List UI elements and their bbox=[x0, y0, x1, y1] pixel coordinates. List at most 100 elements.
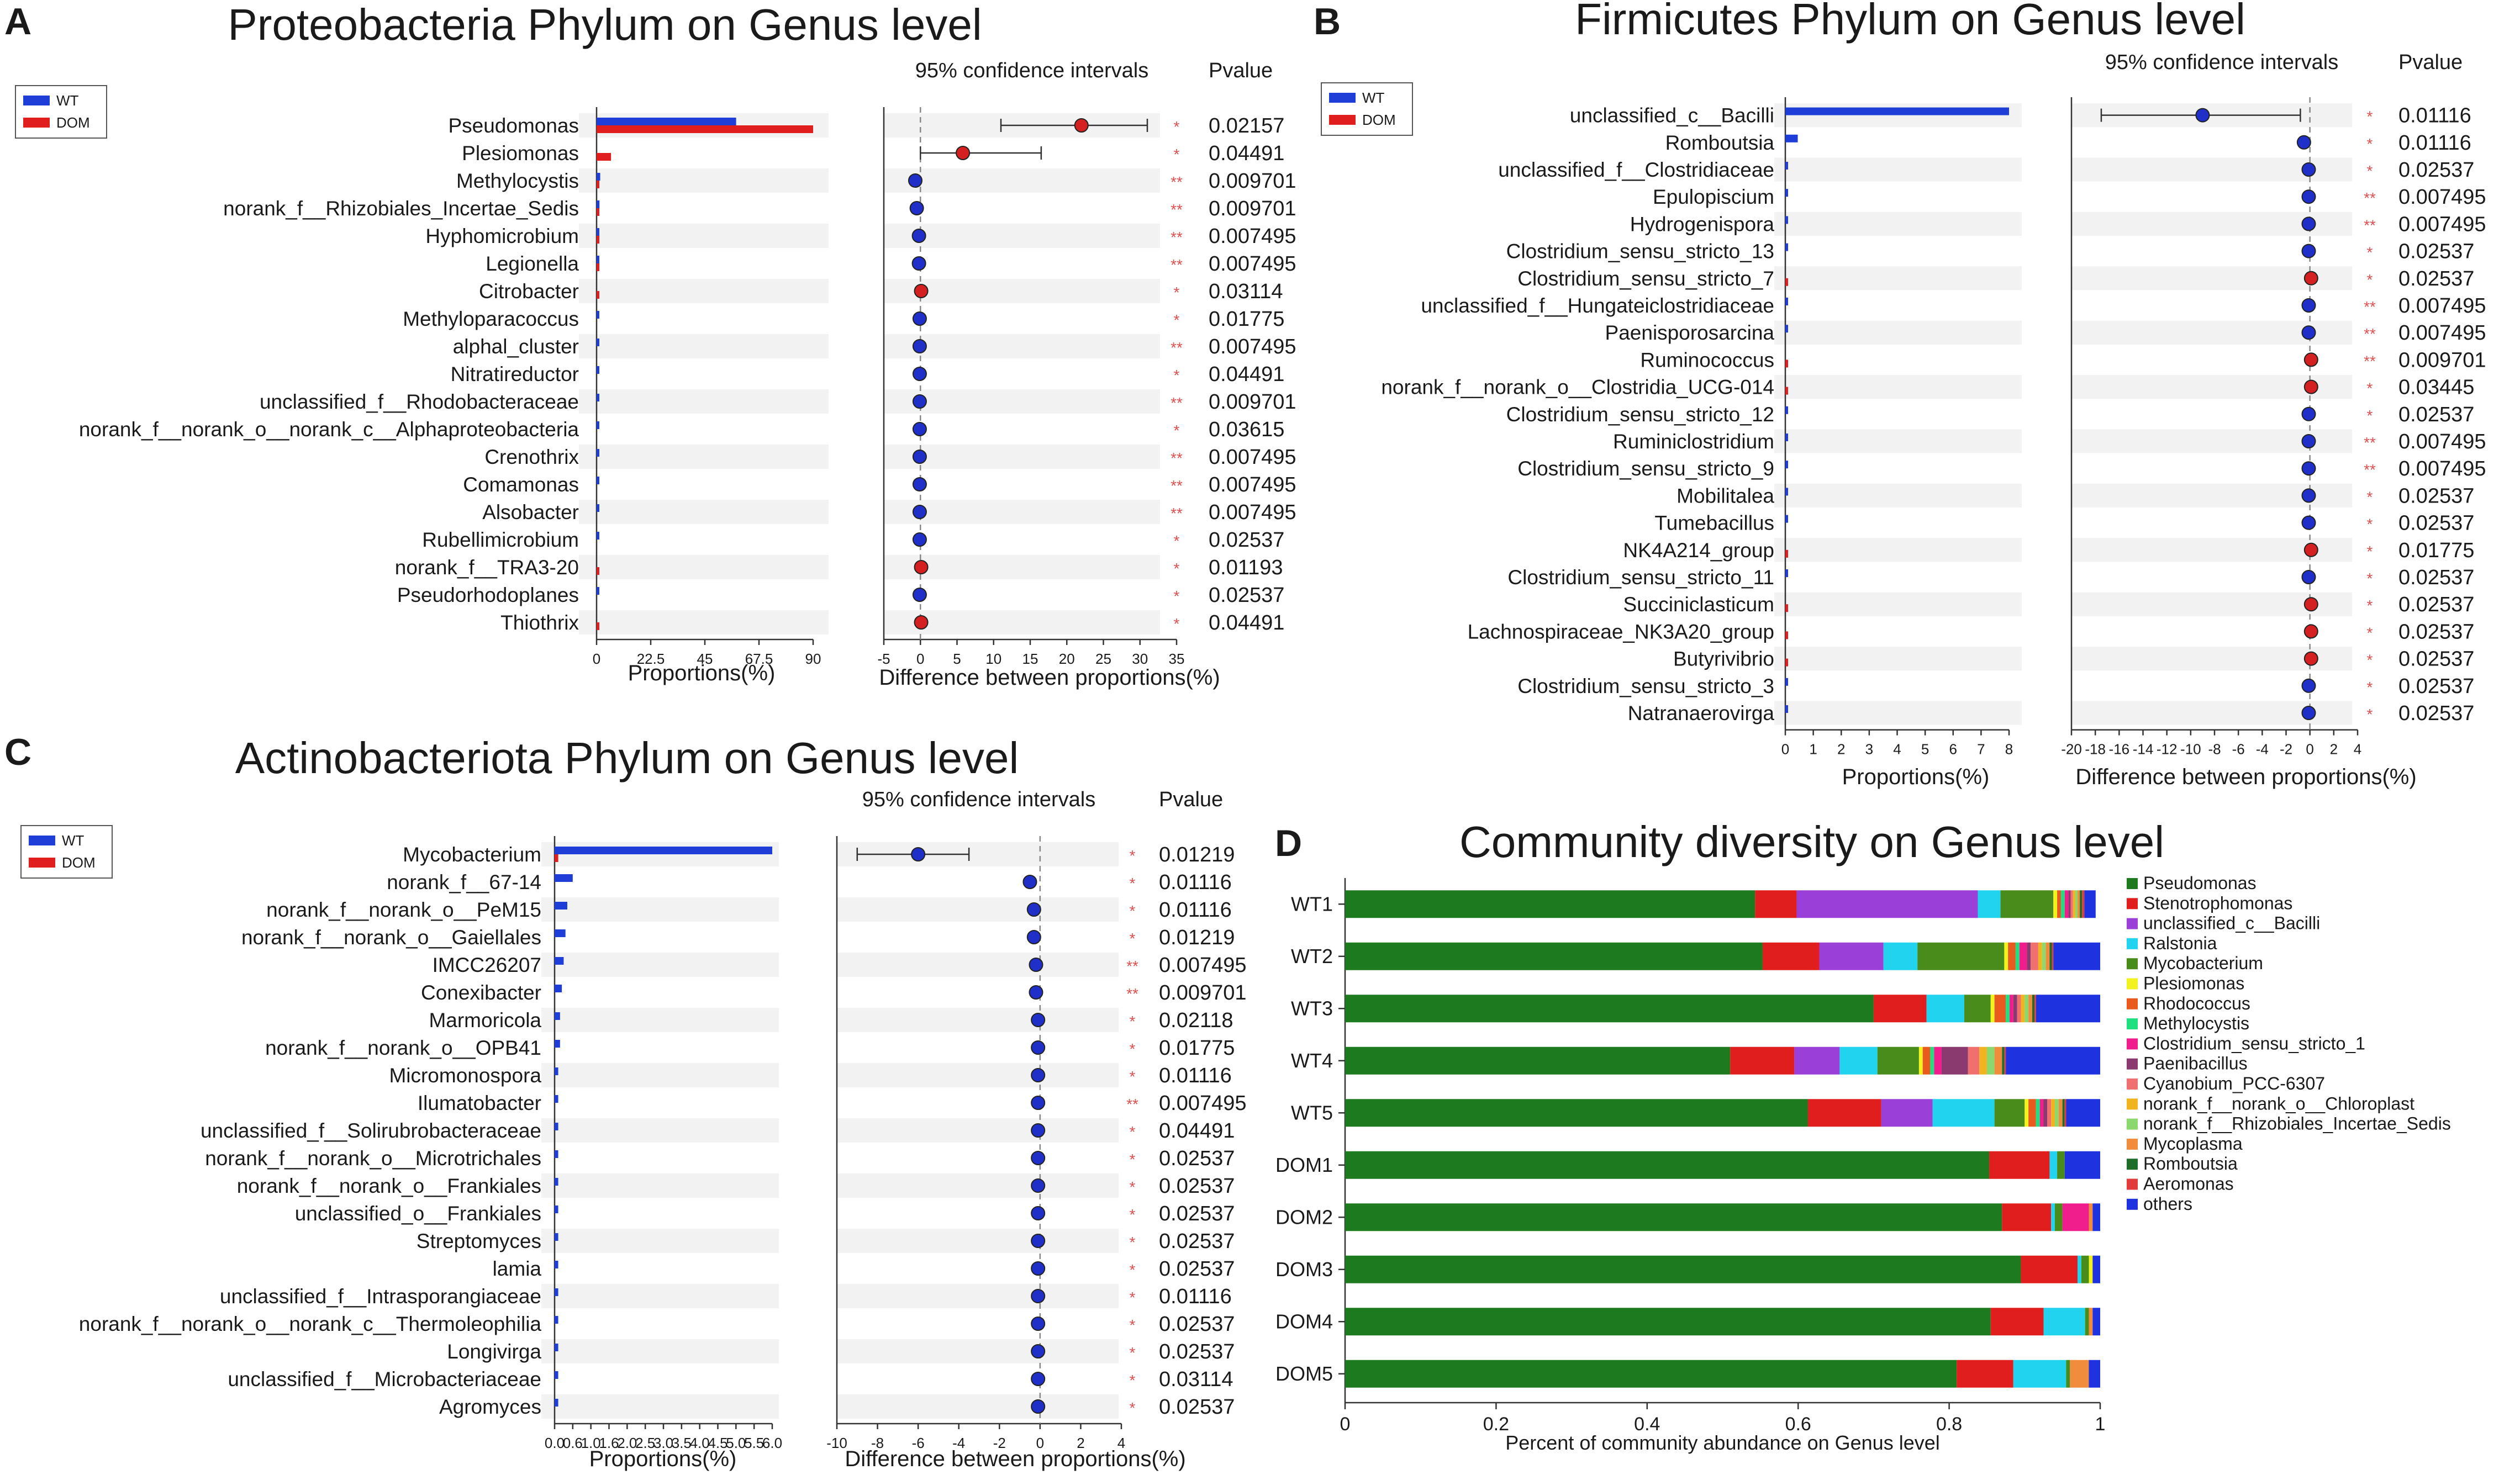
diff-tick-label: -4 bbox=[952, 1435, 965, 1451]
significance-stars: * bbox=[1130, 1206, 1136, 1223]
sample-row: DOM1 bbox=[1275, 1151, 2100, 1179]
stack-segment-others bbox=[2092, 1203, 2100, 1231]
genus-row: Pseudomonas * 0.02157 bbox=[448, 114, 1284, 138]
significance-stars: * bbox=[1130, 1040, 1136, 1058]
diff-point bbox=[2303, 352, 2318, 367]
diff-tick-label: 25 bbox=[1095, 651, 1111, 667]
genus-label: Clostridium_sensu_stricto_12 bbox=[1506, 403, 1774, 426]
diff-tick-label: -20 bbox=[2061, 741, 2082, 758]
legend-label: Plesiomonas bbox=[2143, 974, 2244, 993]
stack-segment-rhodococcus bbox=[2028, 1099, 2036, 1127]
diff-point bbox=[2301, 434, 2316, 448]
sample-label: DOM2 bbox=[1275, 1206, 1333, 1228]
diff-point bbox=[2301, 678, 2316, 693]
stack-segment-norank-f-norank-o-chloroplast bbox=[2038, 942, 2042, 970]
genus-label: norank_f__TRA3-20 bbox=[395, 556, 579, 579]
genus-row: Clostridium_sensu_stricto_12 * 0.02537 bbox=[1506, 403, 2475, 426]
genus-label: unclassified_f__Hungateiclostridiaceae bbox=[1421, 294, 1774, 317]
stack-segment-pseudomonas bbox=[1345, 890, 1755, 918]
taxa-legend: PseudomonasStenotrophomonasunclassified_… bbox=[2127, 873, 2451, 1214]
legend-swatch-dom bbox=[1329, 115, 1356, 125]
pvalue: 0.01116 bbox=[2398, 131, 2471, 155]
diff-row-stripe bbox=[837, 1229, 1119, 1253]
genus-row: Hyphomicrobium ** 0.007495 bbox=[425, 225, 1296, 248]
prop-tick-label: 0.0 bbox=[545, 1435, 565, 1451]
genus-label: Clostridium_sensu_stricto_3 bbox=[1517, 675, 1774, 697]
genus-row: Agromyces * 0.02537 bbox=[439, 1395, 1235, 1419]
row-stripe bbox=[579, 610, 829, 635]
diff-point bbox=[1031, 1261, 1046, 1276]
significance-stars: * bbox=[2367, 679, 2373, 696]
genus-label: norank_f__norank_o__Frankiales bbox=[237, 1175, 541, 1197]
genus-row: Pseudorhodoplanes * 0.02537 bbox=[397, 584, 1285, 607]
diff-point bbox=[912, 588, 927, 602]
genus-row: Romboutsia * 0.01116 bbox=[1665, 131, 2471, 155]
significance-stars: ** bbox=[1126, 958, 1138, 975]
pvalue-header: Pvalue bbox=[1209, 59, 1273, 82]
diff-point bbox=[2301, 570, 2316, 584]
pvalue: 0.02537 bbox=[2398, 403, 2474, 426]
diff-point bbox=[912, 367, 927, 381]
sample-label: WT4 bbox=[1291, 1049, 1333, 1072]
panel-title: Community diversity on Genus level bbox=[1459, 817, 2164, 866]
ci-header: 95% confidence intervals bbox=[862, 788, 1095, 811]
stack-segment-methylocystis bbox=[1930, 1046, 1934, 1075]
bar-wt bbox=[555, 1233, 558, 1241]
legend-label-wt: WT bbox=[56, 92, 79, 109]
stack-segment-stenotrophomonas bbox=[2002, 1203, 2052, 1231]
stack-segment-ralstonia bbox=[2049, 1151, 2058, 1179]
row-stripe bbox=[579, 445, 829, 469]
diff-row-stripe bbox=[837, 1284, 1119, 1308]
genus-label: Lachnospiraceae_NK3A20_group bbox=[1468, 620, 1774, 643]
pvalue: 0.01775 bbox=[1159, 1037, 1235, 1060]
legend-swatch-wt bbox=[1329, 93, 1356, 103]
significance-stars: * bbox=[1130, 1123, 1136, 1140]
stack-segment-romboutsia bbox=[2032, 995, 2035, 1023]
genus-row: Clostridium_sensu_stricto_11 * 0.02537 bbox=[1507, 566, 2474, 589]
bar-wt bbox=[555, 1178, 558, 1186]
prop-axis-label: Proportions(%) bbox=[1842, 765, 1990, 789]
panel-c: C Actinobacteriota Phylum on Genus level W… bbox=[4, 731, 1247, 1471]
row-stripe bbox=[541, 1394, 779, 1419]
bar-wt bbox=[555, 902, 567, 910]
legend-swatch bbox=[2127, 1138, 2138, 1150]
diff-point bbox=[912, 339, 927, 353]
genus-label: Succiniclasticum bbox=[1623, 593, 1774, 616]
diff-point bbox=[1029, 958, 1043, 972]
genus-row: Methyloparacoccus * 0.01775 bbox=[403, 308, 1284, 331]
bar-wt bbox=[555, 1316, 558, 1324]
stack-segment-aeromonas bbox=[2082, 890, 2085, 918]
diff-tick-label: 0 bbox=[916, 651, 924, 667]
stack-segment-clostridium-sensu-stricto-1 bbox=[2039, 1099, 2044, 1127]
stack-segment-ralstonia bbox=[1883, 942, 1918, 970]
stack-segment-mycobacterium bbox=[2081, 1255, 2089, 1283]
stack-segment-cyanobium-pcc-6307 bbox=[2047, 1099, 2052, 1127]
pvalue: 0.007495 bbox=[2398, 213, 2486, 236]
sample-label: WT2 bbox=[1291, 945, 1333, 968]
stack-segment-paenibacillus bbox=[2043, 1099, 2048, 1127]
pvalue: 0.03114 bbox=[1159, 1368, 1233, 1391]
genus-row: lamia * 0.02537 bbox=[493, 1257, 1235, 1281]
bar-wt bbox=[555, 847, 772, 854]
stack-segment-paenibacillus bbox=[2068, 890, 2071, 918]
stack-segment-norank-f-norank-o-chloroplast bbox=[1979, 1046, 1987, 1075]
stack-segment-stenotrophomonas bbox=[1873, 995, 1927, 1023]
significance-stars: ** bbox=[1126, 985, 1138, 1002]
stack-segment-aeromonas bbox=[2004, 1046, 2006, 1075]
genus-label: Longivirga bbox=[447, 1340, 541, 1363]
legend-swatch bbox=[2127, 1079, 2138, 1090]
genus-row: Plesiomonas * 0.04491 bbox=[462, 142, 1284, 165]
diff-tick-label: -2 bbox=[2280, 741, 2292, 758]
significance-stars: ** bbox=[2364, 189, 2376, 207]
pvalue: 0.007495 bbox=[1209, 446, 1296, 469]
stack-segment-rhodococcus bbox=[1994, 995, 2006, 1023]
genus-row: Succiniclasticum * 0.02537 bbox=[1623, 593, 2475, 616]
stack-segment-methylocystis bbox=[2060, 890, 2065, 918]
genus-label: alphal_cluster bbox=[453, 335, 579, 358]
diff-point bbox=[2303, 651, 2318, 666]
diff-point bbox=[2301, 461, 2316, 476]
diff-point bbox=[1031, 1289, 1046, 1303]
genus-row: Marmoricola * 0.02118 bbox=[429, 1009, 1233, 1032]
sample-row: WT4 bbox=[1291, 1046, 2100, 1075]
row-stripe bbox=[1774, 538, 2022, 562]
